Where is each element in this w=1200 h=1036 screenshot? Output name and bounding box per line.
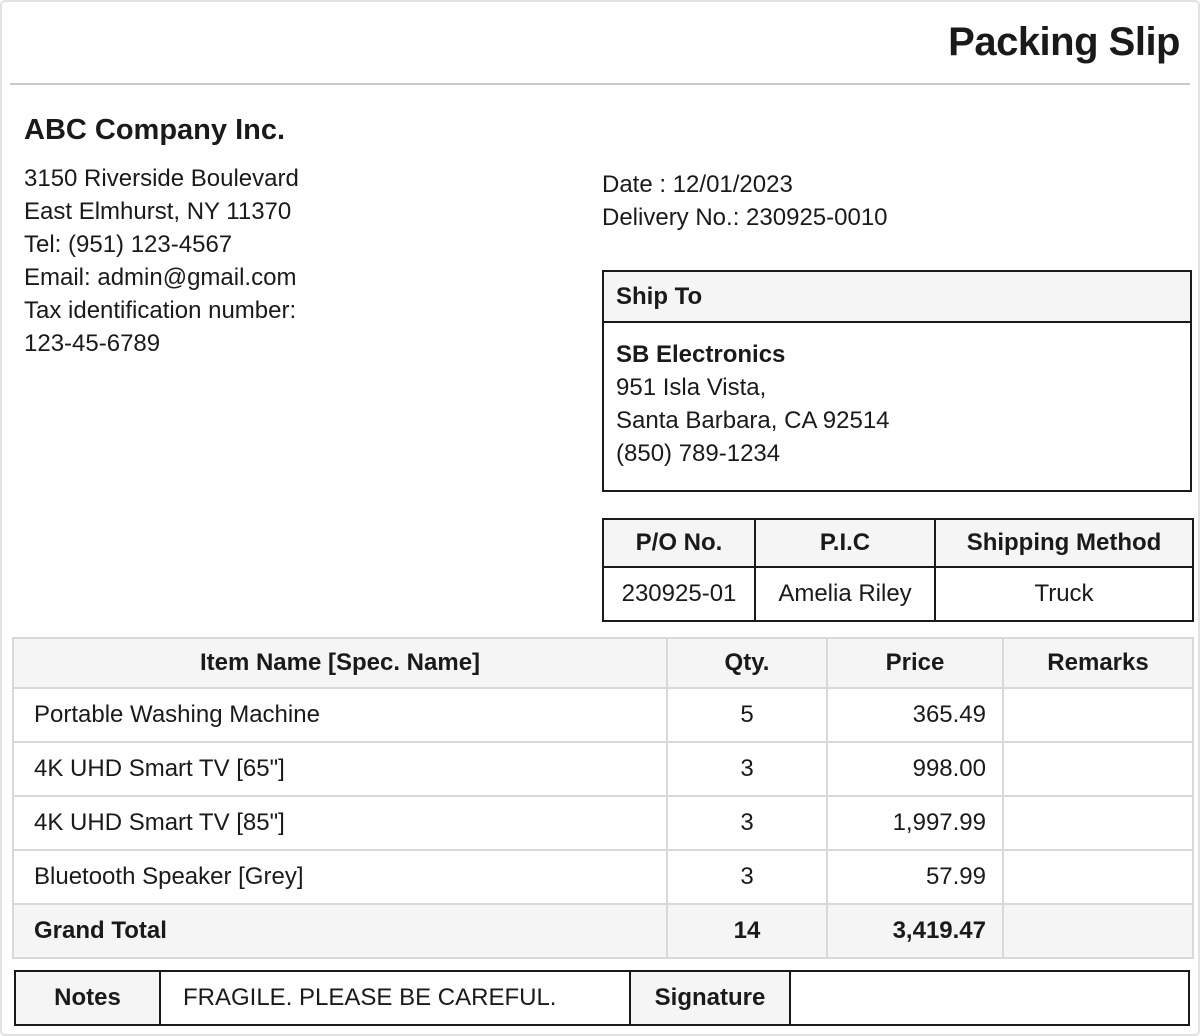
item-row: 4K UHD Smart TV [85"] 3 1,997.99 bbox=[12, 795, 1194, 851]
ship-to-address-line: 951 Isla Vista, bbox=[616, 374, 767, 401]
ship-to-name: SB Electronics bbox=[616, 341, 786, 368]
items-header-remarks: Remarks bbox=[1002, 637, 1194, 689]
company-tax-number: 123-45-6789 bbox=[24, 330, 161, 357]
item-qty: 3 bbox=[666, 849, 828, 905]
item-name: Bluetooth Speaker [Grey] bbox=[12, 849, 668, 905]
items-header-price: Price bbox=[826, 637, 1004, 689]
items-header-qty: Qty. bbox=[666, 637, 828, 689]
title-bar: Packing Slip bbox=[10, 2, 1190, 85]
order-info-po-number: 230925-01 bbox=[602, 566, 756, 622]
ship-to-address-line: Santa Barbara, CA 92514 bbox=[616, 407, 890, 434]
grand-total-row: Grand Total 14 3,419.47 bbox=[12, 903, 1194, 959]
item-qty: 3 bbox=[666, 741, 828, 797]
delivery-no-line: Delivery No.: 230925-0010 bbox=[602, 201, 1192, 234]
item-row: Bluetooth Speaker [Grey] 3 57.99 bbox=[12, 849, 1194, 905]
order-info-header-shipping: Shipping Method bbox=[934, 518, 1194, 568]
item-remarks bbox=[1002, 795, 1194, 851]
item-qty: 3 bbox=[666, 795, 828, 851]
grand-total-qty: 14 bbox=[666, 903, 828, 959]
items-header-name: Item Name [Spec. Name] bbox=[12, 637, 668, 689]
item-name: 4K UHD Smart TV [65"] bbox=[12, 741, 668, 797]
order-info-value-row: 230925-01 Amelia Riley Truck bbox=[602, 566, 1194, 622]
ship-to-body: SB Electronics 951 Isla Vista, Santa Bar… bbox=[604, 323, 1190, 485]
grand-total-label: Grand Total bbox=[12, 903, 668, 959]
items-header-row: Item Name [Spec. Name] Qty. Price Remark… bbox=[12, 637, 1194, 689]
date-label: Date : bbox=[602, 171, 667, 198]
ship-to-header: Ship To bbox=[604, 272, 1190, 323]
grand-total-price: 3,419.47 bbox=[826, 903, 1004, 959]
order-info-header-row: P/O No. P.I.C Shipping Method bbox=[602, 518, 1194, 568]
item-price: 998.00 bbox=[826, 741, 1004, 797]
company-address-line: East Elmhurst, NY 11370 bbox=[24, 198, 292, 225]
item-price: 57.99 bbox=[826, 849, 1004, 905]
item-row: 4K UHD Smart TV [65"] 3 998.00 bbox=[12, 741, 1194, 797]
order-info-header-po: P/O No. bbox=[602, 518, 756, 568]
grand-total-remarks bbox=[1002, 903, 1194, 959]
delivery-no-label: Delivery No.: bbox=[602, 204, 740, 231]
item-remarks bbox=[1002, 849, 1194, 905]
item-row: Portable Washing Machine 5 365.49 bbox=[12, 687, 1194, 743]
notes-signature-bar: Notes FRAGILE. PLEASE BE CAREFUL. Signat… bbox=[14, 970, 1190, 1026]
document-meta: Date : 12/01/2023 Delivery No.: 230925-0… bbox=[602, 168, 1192, 234]
items-table: Item Name [Spec. Name] Qty. Price Remark… bbox=[12, 637, 1194, 959]
ship-to-box: Ship To SB Electronics 951 Isla Vista, S… bbox=[602, 270, 1192, 492]
delivery-no-value: 230925-0010 bbox=[746, 204, 888, 231]
company-address-line: 3150 Riverside Boulevard bbox=[24, 165, 299, 192]
signature-label: Signature bbox=[631, 972, 791, 1024]
page-title: Packing Slip bbox=[948, 20, 1180, 64]
company-block: ABC Company Inc. 3150 Riverside Boulevar… bbox=[24, 114, 589, 360]
item-qty: 5 bbox=[666, 687, 828, 743]
signature-value bbox=[791, 972, 1188, 1024]
company-email-line: Email: admin@gmail.com bbox=[24, 264, 297, 291]
notes-value: FRAGILE. PLEASE BE CAREFUL. bbox=[161, 972, 631, 1024]
company-tax-line: Tax identification number: bbox=[24, 297, 297, 324]
company-phone-line: Tel: (951) 123-4567 bbox=[24, 231, 233, 258]
item-name: 4K UHD Smart TV [85"] bbox=[12, 795, 668, 851]
company-name: ABC Company Inc. bbox=[24, 114, 286, 146]
order-info-pic-name: Amelia Riley bbox=[754, 566, 936, 622]
ship-to-phone: (850) 789-1234 bbox=[616, 440, 781, 467]
order-info-header-pic: P.I.C bbox=[754, 518, 936, 568]
date-value: 12/01/2023 bbox=[672, 171, 793, 198]
date-line: Date : 12/01/2023 bbox=[602, 168, 1192, 201]
order-info-table: P/O No. P.I.C Shipping Method 230925-01 … bbox=[602, 518, 1194, 622]
order-info-shipping-method: Truck bbox=[934, 566, 1194, 622]
item-remarks bbox=[1002, 741, 1194, 797]
item-name: Portable Washing Machine bbox=[12, 687, 668, 743]
item-price: 365.49 bbox=[826, 687, 1004, 743]
item-remarks bbox=[1002, 687, 1194, 743]
item-price: 1,997.99 bbox=[826, 795, 1004, 851]
notes-label: Notes bbox=[16, 972, 161, 1024]
